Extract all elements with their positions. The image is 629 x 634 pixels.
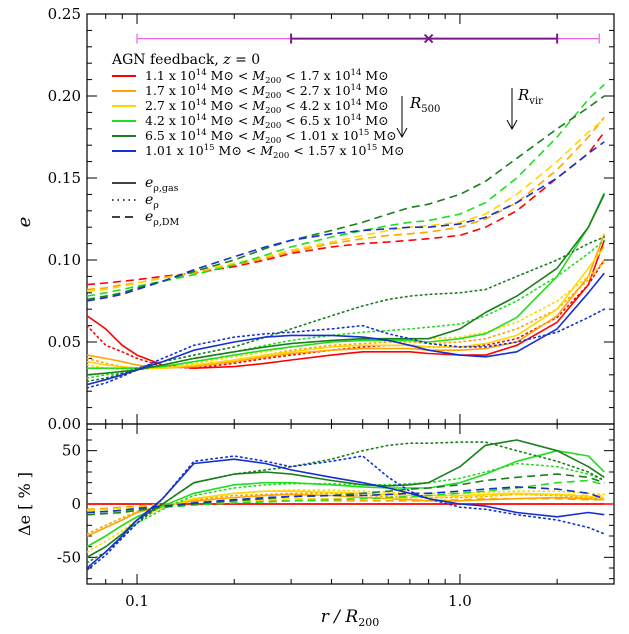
- top-panel-lines: [87, 83, 606, 389]
- bottom-y-axis-label: Δe [ % ]: [15, 472, 34, 536]
- x-tick-label: 1.0: [448, 592, 472, 610]
- x-axis-label: r / R200: [321, 607, 379, 629]
- legend-title: AGN feedback, z = 0: [111, 52, 260, 68]
- rvir-label: Rvir: [517, 86, 543, 107]
- rvir-annotation: Rvir: [506, 86, 543, 131]
- legend-label-bin3: 2.7 x 1014 M⊙ < M200 < 4.2 x 1014 M⊙: [145, 98, 389, 116]
- bottom-y-tick-label: 0: [71, 495, 81, 513]
- bottom-panel-lines: [87, 439, 614, 571]
- r500-annotation: R500: [396, 94, 440, 139]
- top-series-bin5-dotted: [87, 236, 606, 383]
- legend-label-bin4: 4.2 x 1014 M⊙ < M200 < 6.5 x 1014 M⊙: [145, 113, 389, 131]
- bottom-series-bin2-dashed: [87, 497, 605, 511]
- bottom-series-bin5-dashed: [87, 473, 605, 516]
- legend: AGN feedback, z = 0 1.1 x 1014 M⊙ < M200…: [111, 52, 405, 228]
- top-series-bin4-dashed: [87, 83, 605, 297]
- legend-label-bin2: 1.7 x 1014 M⊙ < M200 < 2.7 x 1014 M⊙: [145, 83, 389, 101]
- bottom-y-tick-label: 50: [62, 442, 81, 460]
- bottom-series-bin4-dotted: [87, 462, 606, 559]
- bottom-series-bin5-dotted: [87, 441, 606, 564]
- top-series-bin5-dashed: [87, 95, 605, 301]
- top-y-tick-label: 0.05: [48, 333, 81, 351]
- bottom-series-bin4-solid: [87, 449, 605, 548]
- bottom-series-bin6-dotted: [87, 455, 606, 571]
- bottom-series-bin4-dashed: [87, 479, 605, 514]
- legend-label-bin5: 6.5 x 1014 M⊙ < M200 < 1.01 x 1015 M⊙: [145, 128, 397, 146]
- radius-range-bars: [136, 33, 600, 44]
- bottom-series-bin6-solid: [87, 458, 605, 569]
- top-series-bin1-solid: [87, 240, 606, 370]
- legend-label-bin6: 1.01 x 1015 M⊙ < M200 < 1.57 x 1015 M⊙: [145, 143, 405, 161]
- top-y-axis-label: e: [14, 217, 35, 228]
- axis-ticks: 0.1 1.0 0.00 0.05 0.10 0.15 0.20 0.25 -50 0 50: [48, 5, 615, 610]
- top-series-bin6-dotted: [87, 308, 606, 389]
- bottom-series-bin6-dashed: [87, 486, 605, 514]
- x-tick-label: 0.1: [125, 592, 149, 610]
- bottom-series-bin2-solid: [87, 493, 605, 537]
- top-y-tick-label: 0.00: [48, 415, 81, 433]
- r500-label: R500: [409, 94, 440, 115]
- top-y-tick-label: 0.10: [48, 251, 81, 269]
- top-series-bin3-dashed: [87, 118, 605, 292]
- top-series-bin1-dotted: [87, 259, 606, 370]
- top-series-bin6-dashed: [87, 141, 605, 302]
- legend-style-label-3: eρ,DM: [145, 209, 180, 228]
- bottom-y-tick-label: -50: [57, 548, 81, 566]
- top-y-tick-label: 0.15: [48, 169, 81, 187]
- top-series-bin1-dashed: [87, 131, 605, 286]
- legend-label-bin1: 1.1 x 1014 M⊙ < M200 < 1.7 x 1014 M⊙: [145, 68, 389, 86]
- top-y-tick-label: 0.20: [48, 87, 81, 105]
- top-series-bin6-solid: [87, 272, 605, 386]
- range-bar-center-marker: [423, 33, 434, 44]
- top-y-tick-label: 0.25: [48, 5, 81, 23]
- legend-style-label-1: eρ,gas: [145, 175, 179, 194]
- legend-style-label-2: eρ: [145, 192, 159, 211]
